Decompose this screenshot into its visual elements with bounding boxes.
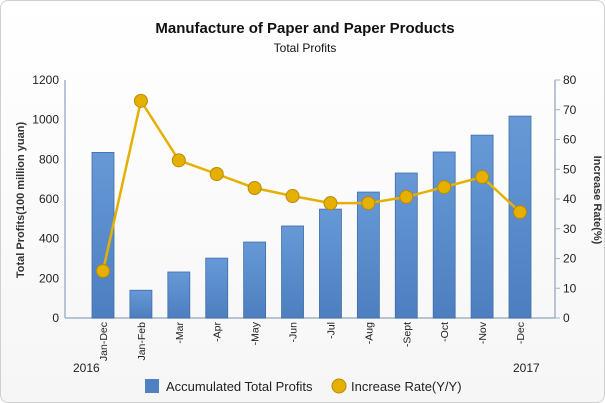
x-tick-label: -Jul	[325, 322, 337, 339]
chart-subtitle: Total Profits	[274, 41, 337, 55]
legend-line-label: Increase Rate(Y/Y)	[351, 379, 462, 394]
bar	[281, 225, 304, 319]
chart-title: Manufacture of Paper and Paper Products	[155, 20, 454, 37]
y2-tick-label: 20	[563, 252, 577, 266]
bar	[394, 172, 418, 319]
rate-point	[133, 93, 148, 108]
rate-point	[475, 169, 490, 184]
y-tick-label: 1000	[32, 113, 59, 127]
x-tick-label: Jan-Dec	[98, 322, 110, 361]
x-tick-label: -Sept	[401, 322, 413, 347]
x-tick-label: Jan-Feb	[136, 322, 148, 361]
y-tick-label: 0	[52, 311, 59, 325]
bar	[319, 208, 342, 319]
rate-point	[361, 196, 376, 211]
rate-point	[96, 263, 110, 278]
rate-point	[323, 196, 338, 211]
rate-point	[285, 189, 300, 204]
bar	[432, 151, 456, 319]
bar	[470, 134, 494, 319]
bar	[356, 191, 380, 319]
legend-bar-swatch	[145, 379, 159, 393]
bar	[243, 241, 267, 319]
y2-tick-label: 30	[563, 222, 577, 236]
x-tick-label: -Jun	[288, 322, 300, 343]
bar	[129, 289, 153, 319]
x-tick-label: -Oct	[439, 322, 451, 342]
x-tick-label: -May	[250, 321, 262, 345]
y2-tick-label: 50	[563, 162, 577, 176]
increase-rate-line	[101, 97, 521, 272]
legend-line-swatch	[331, 378, 347, 394]
year-label-2017: 2017	[513, 361, 540, 375]
bar	[205, 257, 229, 319]
y-tick-label: 1200	[32, 73, 59, 87]
rate-point	[437, 180, 452, 195]
x-tick-label: -Nov	[477, 321, 489, 344]
y2-tick-label: 70	[563, 103, 577, 117]
rate-point	[513, 205, 527, 220]
legend-bar-label: Accumulated Total Profits	[166, 379, 313, 394]
y2-axis-label: Increase Rate(%)	[591, 156, 603, 245]
x-tick-label: -Dec	[515, 322, 527, 344]
rate-point	[399, 189, 414, 204]
y2-tick-label: 0	[563, 311, 570, 325]
rate-point	[247, 180, 262, 195]
year-label-2016: 2016	[73, 361, 100, 375]
y-axis-label: Total Profits(100 million yuan)	[15, 122, 27, 279]
bar	[91, 151, 115, 319]
bar	[167, 271, 191, 319]
y-tick-label: 600	[39, 192, 59, 206]
y2-tick-label: 10	[563, 281, 577, 295]
y2-tick-label: 60	[563, 133, 577, 147]
x-tick-label: -Aug	[363, 322, 375, 344]
y2-tick-label: 40	[563, 192, 577, 206]
y-tick-label: 200	[39, 271, 59, 285]
x-tick-label: -Mar	[174, 322, 186, 344]
rate-point	[171, 153, 186, 168]
x-tick-label: -Apr	[212, 322, 224, 342]
rate-point	[209, 167, 224, 182]
y2-tick-label: 80	[563, 73, 577, 87]
y-tick-label: 400	[39, 232, 59, 246]
y-tick-label: 800	[39, 152, 59, 166]
